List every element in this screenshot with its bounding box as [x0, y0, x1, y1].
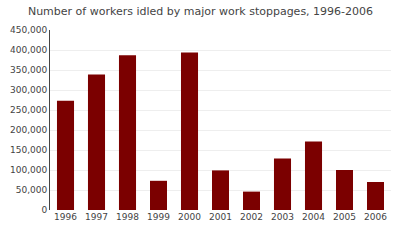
svg-text:1999: 1999	[147, 212, 170, 222]
svg-text:400,000: 400,000	[10, 45, 47, 55]
svg-text:300,000: 300,000	[10, 85, 47, 95]
svg-text:2000: 2000	[178, 212, 201, 222]
svg-text:50,000: 50,000	[16, 185, 48, 195]
svg-text:2004: 2004	[302, 212, 325, 222]
svg-text:2005: 2005	[333, 212, 356, 222]
svg-text:0: 0	[41, 205, 47, 215]
svg-text:Number of workers idled by maj: Number of workers idled by major work st…	[28, 5, 373, 18]
svg-text:1997: 1997	[85, 212, 108, 222]
svg-text:2001: 2001	[209, 212, 232, 222]
svg-text:350,000: 350,000	[10, 65, 47, 75]
svg-text:2002: 2002	[240, 212, 263, 222]
svg-text:100,000: 100,000	[10, 165, 47, 175]
svg-text:1996: 1996	[54, 212, 77, 222]
svg-text:150,000: 150,000	[10, 145, 47, 155]
svg-text:450,000: 450,000	[10, 25, 47, 35]
svg-text:200,000: 200,000	[10, 125, 47, 135]
svg-text:1998: 1998	[116, 212, 139, 222]
svg-text:2003: 2003	[271, 212, 294, 222]
svg-text:250,000: 250,000	[10, 105, 47, 115]
svg-text:2006: 2006	[364, 212, 387, 222]
